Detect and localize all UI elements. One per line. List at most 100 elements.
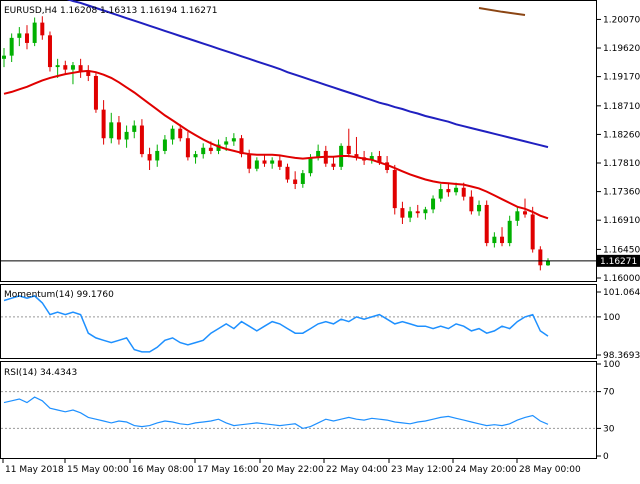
candle-body bbox=[47, 35, 52, 68]
rsi-axis: 100 70 30 0 bbox=[597, 360, 620, 462]
candle-body bbox=[116, 122, 121, 140]
price-plot bbox=[2, 0, 550, 271]
candle-body bbox=[147, 154, 152, 161]
long-moving-average-line bbox=[478, 7, 526, 16]
candle-body bbox=[86, 71, 91, 76]
candle-body bbox=[400, 208, 405, 218]
candle-body bbox=[193, 154, 198, 158]
price-tick-label: 1.17810 bbox=[603, 159, 640, 169]
current-price-badge bbox=[597, 254, 640, 267]
candle-body bbox=[385, 162, 390, 170]
candle-body bbox=[262, 160, 267, 164]
candle-body bbox=[500, 236, 505, 244]
rsi-tick-label: 0 bbox=[603, 452, 609, 462]
price-tick-label: 1.16450 bbox=[603, 245, 640, 255]
rsi-label: RSI(14) 34.4343 bbox=[4, 368, 77, 378]
candle-body bbox=[293, 179, 298, 184]
rsi-tick-label: 30 bbox=[603, 424, 615, 434]
momentum-tick-label: 101.0649 bbox=[603, 288, 640, 298]
candle-body bbox=[2, 55, 6, 59]
candle-body bbox=[178, 128, 183, 139]
rsi-tick-label: 100 bbox=[603, 360, 620, 370]
candle-body bbox=[285, 166, 290, 180]
candle-body bbox=[9, 37, 14, 56]
candle-body bbox=[185, 138, 190, 158]
price-tick-label: 1.18260 bbox=[603, 130, 640, 140]
candle-body bbox=[270, 160, 275, 164]
price-tick-label: 1.19170 bbox=[603, 73, 640, 83]
candle-body bbox=[423, 209, 428, 214]
time-tick-label: 22 May 04:00 bbox=[326, 465, 388, 475]
candle-body bbox=[247, 154, 252, 169]
candle-body bbox=[300, 173, 305, 184]
candle-body bbox=[216, 144, 221, 151]
momentum-tick-label: 100 bbox=[603, 313, 620, 323]
candle-body bbox=[492, 236, 497, 244]
momentum-axis: 101.0649 100 98.3693 bbox=[597, 288, 640, 361]
candle-body bbox=[308, 157, 313, 174]
price-tick-label: 1.16000 bbox=[603, 274, 640, 284]
price-tick-label: 1.17360 bbox=[603, 188, 640, 198]
candle-body bbox=[538, 249, 543, 266]
time-tick-label: 16 May 08:00 bbox=[132, 465, 194, 475]
candle-body bbox=[70, 65, 75, 70]
candle-body bbox=[546, 260, 550, 266]
price-tick-label: 1.16910 bbox=[603, 216, 640, 226]
candle-body bbox=[55, 65, 60, 68]
candle-body bbox=[231, 138, 236, 142]
candle-body bbox=[208, 147, 213, 151]
candle-body bbox=[124, 131, 129, 140]
candle-body bbox=[507, 220, 512, 244]
candle-body bbox=[408, 211, 413, 218]
candle-body bbox=[477, 204, 482, 212]
candle-body bbox=[101, 109, 106, 139]
candle-body bbox=[224, 141, 229, 145]
rsi-line bbox=[3, 396, 549, 430]
symbol-info: EURUSD,H4 1.16208 1.16313 1.16194 1.1627… bbox=[4, 6, 217, 16]
candle-body bbox=[484, 204, 489, 244]
current-price-label: 1.16271 bbox=[600, 257, 637, 267]
candle-body bbox=[454, 187, 459, 193]
candle-body bbox=[201, 147, 206, 155]
candle-body bbox=[469, 196, 474, 212]
slow-moving-average-line bbox=[66, 0, 549, 149]
candle-body bbox=[392, 170, 397, 209]
momentum-label: Momentum(14) 99.1760 bbox=[4, 290, 114, 300]
candle-body bbox=[239, 138, 244, 155]
candle-body bbox=[139, 125, 144, 155]
candle-body bbox=[170, 128, 175, 140]
fast-moving-average-line bbox=[3, 69, 549, 220]
candle-body bbox=[32, 22, 37, 43]
candle-body bbox=[438, 189, 443, 199]
time-axis: 11 May 2018 15 May 00:00 16 May 08:00 17 Ma… bbox=[2, 459, 581, 475]
price-tick-label: 1.18710 bbox=[603, 102, 640, 112]
candle-body bbox=[331, 163, 336, 167]
candle-body bbox=[523, 211, 528, 215]
time-tick-label: 28 May 00:00 bbox=[519, 465, 581, 475]
candle-body bbox=[415, 211, 420, 214]
candle-body bbox=[369, 156, 374, 161]
candle-body bbox=[431, 198, 436, 210]
candle-body bbox=[155, 150, 160, 161]
candle-body bbox=[446, 189, 451, 193]
candle-body bbox=[316, 150, 321, 158]
candle-body bbox=[515, 211, 520, 221]
candle-body bbox=[17, 33, 22, 38]
candle-body bbox=[78, 65, 83, 72]
time-tick-label: 15 May 00:00 bbox=[67, 465, 129, 475]
momentum-panel[interactable] bbox=[0, 284, 597, 359]
time-tick-label: 24 May 20:00 bbox=[455, 465, 517, 475]
rsi-panel[interactable] bbox=[0, 361, 597, 459]
time-tick-label: 23 May 12:00 bbox=[391, 465, 453, 475]
candle-body bbox=[132, 125, 137, 132]
rsi-tick-label: 70 bbox=[603, 388, 615, 398]
candle-body bbox=[461, 187, 466, 197]
candle-body bbox=[254, 160, 259, 169]
price-tick-label: 1.19620 bbox=[603, 44, 640, 54]
candle-body bbox=[24, 33, 29, 43]
price-axis: 1.20070 1.19620 1.19170 1.18710 1.18260 1.178… bbox=[597, 15, 640, 284]
main-panel[interactable] bbox=[0, 0, 597, 282]
candle-body bbox=[93, 75, 98, 110]
